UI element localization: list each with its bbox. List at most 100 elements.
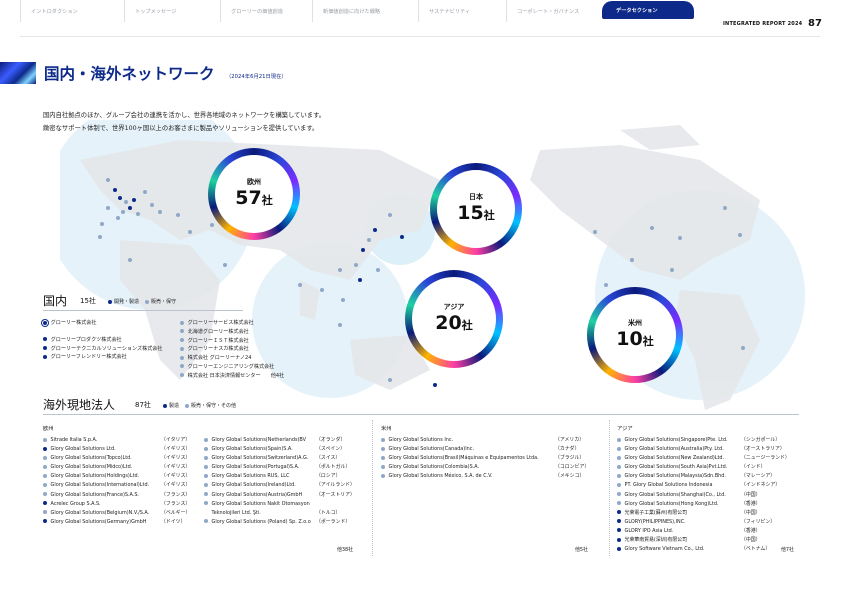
map-dot: [132, 198, 136, 202]
map-dot: [341, 298, 345, 302]
map-dot: [210, 223, 214, 227]
overseas-count: 87社: [135, 401, 151, 409]
list-item: Glory Global Solutions (Poland) Sp. Z.o.…: [204, 518, 370, 527]
company-name: Glory Global Solutions(Brasil)Máquinas e…: [387, 455, 539, 462]
map-dot: [298, 283, 302, 287]
sales-dot-icon: [43, 482, 47, 487]
map-dot: [106, 178, 110, 182]
list-item: グローリーテクニカルソリューションズ株式会社: [43, 345, 163, 354]
company-name: GLORY(PHILIPPINES),INC.: [623, 518, 686, 525]
sales-dot-icon: [204, 501, 208, 506]
sales-dot-icon: [381, 473, 385, 478]
list-item: Glory Global Solutions(Australia)Pty. Lt…: [617, 445, 807, 454]
map-dot: [143, 190, 147, 194]
company-country: （ニュージーランド）: [741, 455, 790, 462]
map-dot: [358, 278, 362, 282]
stat-value: 15社: [457, 201, 495, 224]
company-name: Glory Global Solutions(Netherlands)BV: [210, 437, 306, 443]
dev-dot-icon: [617, 510, 621, 515]
sales-dot-icon: [204, 446, 208, 451]
asia-dots: [298, 213, 437, 387]
sales-dot-icon: [204, 519, 208, 524]
list-item: Glory Global Solutions(Belgium)N.V./S.A.…: [43, 509, 201, 518]
nav-tab-sustainability[interactable]: サステナビリティ: [418, 0, 506, 22]
company-country: （ロシア）: [316, 473, 341, 480]
map-dot: [723, 206, 727, 210]
asia-list: Glory Global Solutions(Singapore)Pte. Lt…: [617, 436, 807, 554]
list-item: 光荣電子工業(蘇州)有限公司 （中国）: [617, 509, 807, 518]
map-dot: [124, 200, 128, 204]
stat-label: 日本: [469, 192, 483, 201]
map-dot: [116, 216, 120, 220]
stat-value: 20社: [435, 311, 473, 334]
company-name: Glory Global Solutions(Ireland)Ltd.: [210, 482, 296, 489]
sales-dot-icon: [617, 473, 621, 478]
company-country: （ベルギー）: [161, 509, 191, 516]
company-name: PT. Glory Global Solutions Indonesia: [623, 482, 713, 489]
company-name: Glory Global Solutions(Canada)Inc.: [387, 446, 474, 453]
dev-dot-icon: [43, 354, 47, 359]
sales-dot-icon: [381, 437, 385, 442]
company-country: （中国）: [741, 491, 761, 498]
nav-tab-strategy[interactable]: 新価値創造に向けた戦略: [312, 0, 418, 22]
company-name: Glory Global Solutions Ltd.: [49, 446, 116, 453]
company-name: Glory Global Solutions(South Asia)Pvt.Lt…: [623, 464, 728, 471]
overseas-title: 海外現地法人: [43, 398, 116, 412]
list-item: Glory Global Solutions(Colombia)S.A. （コロン…: [381, 463, 603, 472]
map-dot: [400, 235, 404, 239]
stat-value: 10社: [616, 327, 654, 350]
stat-americas: 米州 10社: [587, 287, 683, 383]
map-dot: [320, 288, 324, 292]
sales-dot-icon: [204, 492, 208, 497]
list-item: グローリーＩＳＴ株式会社: [180, 337, 284, 346]
list-item: Glory Global Solutions(France)S.A.S. （フラン…: [43, 491, 201, 500]
company-name: Glory Global Solutions(Austria)GmbH: [210, 491, 303, 498]
company-name: Glory Global Solutions México, S.A. de C…: [387, 473, 493, 480]
americas-dots: [593, 206, 745, 350]
asia-subtotal: 他7社: [781, 547, 794, 553]
map-dot: [367, 238, 371, 242]
list-item: Glory Software Vietnam Co., Ltd. （ベトナム）: [617, 545, 807, 554]
map-dot: [376, 268, 380, 272]
company-name: Glory Global Solutions(Australia)Pty. Lt…: [623, 446, 724, 453]
dev-dot-icon: [108, 299, 112, 304]
company-name: Glory Global Solutions(Germany)GmbH: [49, 518, 147, 525]
company-name: 光荣電子工業(蘇州)有限公司: [623, 509, 688, 516]
nav-tab-intro[interactable]: イントロダクション: [20, 0, 124, 22]
map-dot: [433, 383, 437, 387]
page-title-date: （2024年6月21日現在）: [226, 74, 287, 80]
list-item: 北海道グローリー株式会社: [180, 328, 284, 337]
map-dot: [354, 263, 358, 267]
list-item: GLORY IPO Asia Ltd. （香港）: [617, 527, 807, 536]
map-dot: [128, 206, 132, 210]
company-name: Glory Global Solutions(Malaysia)Sdn.Bhd.: [623, 473, 726, 480]
company-country: （フィリピン）: [741, 518, 776, 525]
europe-dots: [98, 178, 227, 267]
map-dot: [113, 188, 117, 192]
sales-dot-icon: [43, 464, 47, 469]
map-dot: [388, 378, 392, 382]
list-item: Glory Global Solutions(Portugal)S.A. （ポルト…: [204, 463, 370, 472]
page-number: 87: [808, 18, 822, 29]
sales-dot-icon: [617, 455, 621, 460]
company-name: Glory Global Solutions(Switzerland)A.G.: [210, 455, 309, 462]
nav-tab-message[interactable]: トップメッセージ: [124, 0, 220, 22]
company-name: Glory Global Solutions Nakit Otomasyon: [210, 500, 310, 507]
list-item: Glory Global Solutions(Switzerland)A.G. （…: [204, 454, 370, 463]
dev-dot-icon: [43, 337, 47, 342]
domestic-list-left: グローリー株式会社 グローリープロダクツ株式会社 グローリーテクニカルソリューシ…: [43, 319, 163, 362]
nav-tab-data[interactable]: データセクション: [602, 1, 694, 19]
list-item: Glory Global Solutions(Topco)Ltd. （イギリス）: [43, 454, 201, 463]
company-country: （ベトナム）: [741, 546, 771, 553]
sales-dot-icon: [204, 482, 208, 487]
company-name: Glory Global Solutions(New Zealand)Ltd.: [623, 455, 725, 462]
map-dot: [100, 222, 104, 226]
map-dot: [338, 268, 342, 272]
map-dot: [150, 203, 154, 207]
stat-label: 米州: [628, 318, 642, 327]
nav-tab-value[interactable]: グローリーの価値創造: [220, 0, 312, 22]
column-separator: [609, 420, 610, 556]
nav-tab-governance[interactable]: コーポレート・ガバナンス: [506, 0, 600, 22]
list-item: Glory Global Solutions Nakit Otomasyon: [204, 500, 370, 509]
dev-dot-icon: [617, 537, 621, 542]
